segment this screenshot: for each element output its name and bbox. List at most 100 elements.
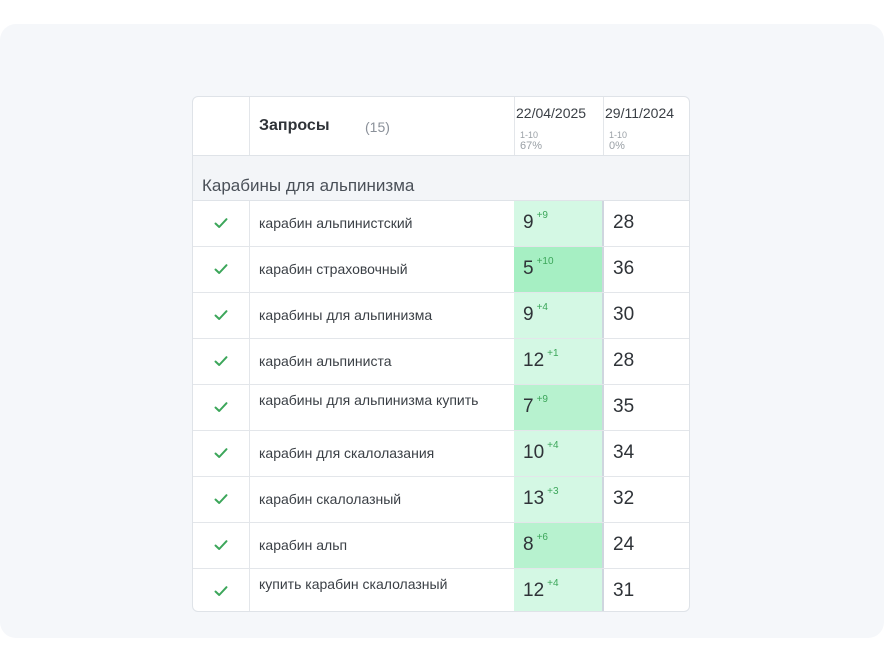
date-label: 22/04/2025	[516, 105, 587, 121]
position-cell: 8 +6	[514, 523, 603, 568]
query-text[interactable]: карабин страховочный	[259, 261, 408, 277]
check-icon	[214, 448, 228, 458]
table-row[interactable]: карабин альпинистский 9 +9 28	[193, 201, 689, 247]
queries-title: Запросы	[259, 117, 330, 134]
query-text[interactable]: карабин альп	[259, 537, 348, 553]
table-row[interactable]: карабин для скалолазания 10 +4 34	[193, 431, 689, 477]
old-position-value: 35	[613, 396, 635, 417]
table-row[interactable]: карабин скалолазный 13 +3 32	[193, 477, 689, 523]
query-text[interactable]: карабины для альпинизма	[259, 307, 433, 323]
position-delta: +4	[547, 578, 559, 589]
query-text[interactable]: купить карабин скалолазный	[259, 576, 448, 592]
position-cell: 12 +4	[514, 569, 603, 611]
position-number: 9	[523, 304, 534, 325]
old-position-value: 36	[613, 258, 635, 279]
old-position-cell: 32	[603, 477, 689, 522]
old-position-cell: 31	[603, 569, 689, 611]
table-row[interactable]: купить карабин скалолазный 12 +4 31	[193, 569, 689, 611]
position-cell: 7 +9	[514, 385, 603, 430]
position-delta: +1	[547, 348, 559, 359]
header-divider	[249, 97, 250, 155]
query-text[interactable]: карабин альпинистский	[259, 215, 413, 231]
queries-count: (15)	[365, 119, 390, 135]
position-delta: +9	[536, 210, 548, 221]
position-delta: +10	[536, 256, 554, 267]
column-divider	[249, 201, 250, 611]
position-number: 12	[523, 350, 545, 371]
old-position-value: 32	[613, 488, 635, 509]
group-title: Карабины для альпинизма	[202, 176, 415, 195]
check-icon	[214, 586, 228, 596]
table-header: Запросы (15) 22/04/2025 1-10 67% 29/11/2…	[193, 97, 689, 156]
date-column-header[interactable]: 29/11/2024 1-10 0%	[603, 97, 689, 155]
table-row[interactable]: карабин альпиниста 12 +1 28	[193, 339, 689, 385]
position-number: 7	[523, 396, 534, 417]
check-icon	[214, 540, 228, 550]
query-text[interactable]: карабин скалолазный	[259, 491, 402, 507]
check-icon	[214, 402, 228, 412]
position-number: 8	[523, 534, 534, 555]
content-panel: Запросы (15) 22/04/2025 1-10 67% 29/11/2…	[0, 24, 884, 638]
old-position-cell: 28	[603, 201, 689, 246]
table-row[interactable]: карабины для альпинизма купить 7 +9 35	[193, 385, 689, 431]
check-icon	[214, 356, 228, 366]
date-percent: 67%	[520, 140, 543, 152]
position-delta: +4	[536, 302, 548, 313]
position-delta: +4	[547, 440, 559, 451]
position-value: 12 +1	[523, 348, 559, 372]
check-icon	[214, 264, 228, 274]
position-number: 5	[523, 258, 534, 279]
position-value: 9 +9	[523, 210, 548, 234]
table-row[interactable]: карабины для альпинизма 9 +4 30	[193, 293, 689, 339]
header-divider	[514, 97, 515, 155]
old-position-value: 28	[613, 212, 635, 233]
position-value: 7 +9	[523, 394, 548, 418]
position-delta: +9	[536, 394, 548, 405]
position-cell: 10 +4	[514, 431, 603, 476]
queries-table: Запросы (15) 22/04/2025 1-10 67% 29/11/2…	[192, 96, 690, 612]
old-position-value: 30	[613, 304, 635, 325]
check-icon	[214, 494, 228, 504]
header-divider	[603, 97, 604, 155]
old-position-cell: 36	[603, 247, 689, 292]
check-icon	[214, 310, 228, 320]
position-cell: 9 +4	[514, 293, 603, 338]
position-number: 13	[523, 488, 545, 509]
position-delta: +6	[536, 532, 548, 543]
old-position-value: 31	[613, 580, 635, 601]
old-position-value: 34	[613, 442, 635, 463]
date-range: 1-10	[609, 130, 628, 140]
old-position-cell: 34	[603, 431, 689, 476]
position-value: 13 +3	[523, 486, 559, 510]
check-icon	[214, 218, 228, 228]
position-cell: 9 +9	[514, 201, 603, 246]
old-position-cell: 24	[603, 523, 689, 568]
position-number: 12	[523, 580, 545, 601]
position-delta: +3	[547, 486, 559, 497]
position-cell: 5 +10	[514, 247, 603, 292]
position-value: 12 +4	[523, 578, 559, 602]
table-row[interactable]: карабин альп 8 +6 24	[193, 523, 689, 569]
query-text[interactable]: карабины для альпинизма купить	[259, 392, 479, 408]
date-label: 29/11/2024	[605, 105, 675, 121]
old-position-cell: 30	[603, 293, 689, 338]
query-text[interactable]: карабин для скалолазания	[259, 445, 435, 461]
old-position-cell: 28	[603, 339, 689, 384]
position-value: 10 +4	[523, 440, 559, 464]
old-position-value: 28	[613, 350, 635, 371]
position-cell: 12 +1	[514, 339, 603, 384]
position-number: 9	[523, 212, 534, 233]
position-number: 10	[523, 442, 545, 463]
date-range: 1-10	[520, 130, 539, 140]
old-position-value: 24	[613, 534, 635, 555]
position-value: 5 +10	[523, 256, 554, 280]
date-column-header[interactable]: 22/04/2025 1-10 67%	[514, 97, 603, 155]
old-position-cell: 35	[603, 385, 689, 430]
group-header[interactable]: Карабины для альпинизма	[193, 156, 689, 201]
query-text[interactable]: карабин альпиниста	[259, 353, 392, 369]
date-percent: 0%	[609, 140, 625, 152]
position-value: 8 +6	[523, 532, 548, 556]
table-row[interactable]: карабин страховочный 5 +10 36	[193, 247, 689, 293]
position-cell: 13 +3	[514, 477, 603, 522]
position-value: 9 +4	[523, 302, 548, 326]
